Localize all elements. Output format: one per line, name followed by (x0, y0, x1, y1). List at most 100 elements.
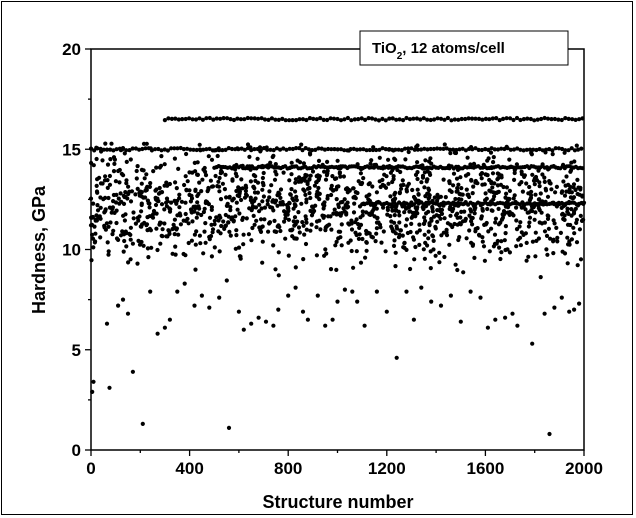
data-point-band (162, 147, 167, 152)
data-point-band (162, 118, 167, 123)
data-point (369, 234, 374, 239)
data-point (551, 237, 556, 242)
data-point (288, 192, 293, 197)
data-point-band (108, 147, 113, 152)
data-point-band (140, 146, 145, 152)
data-point (171, 222, 176, 227)
data-point (448, 151, 453, 156)
data-point (293, 180, 298, 185)
data-point (451, 206, 456, 212)
data-point (413, 244, 418, 250)
data-point (467, 228, 472, 233)
data-point-band (319, 146, 324, 151)
data-point-band (345, 148, 350, 153)
data-point-band (239, 146, 244, 151)
data-point-band (104, 147, 110, 152)
data-point (338, 174, 343, 179)
data-point (505, 197, 510, 202)
data-point-outlier (130, 369, 135, 374)
data-point-band (311, 116, 316, 121)
data-point (111, 169, 117, 174)
data-point (491, 160, 496, 165)
data-point (209, 157, 215, 162)
data-point (475, 181, 480, 186)
data-point (151, 212, 156, 217)
data-point-band (259, 116, 264, 121)
data-point (195, 200, 200, 205)
data-point (499, 175, 504, 180)
data-point (364, 210, 369, 215)
data-point (227, 194, 232, 199)
data-point (533, 230, 538, 235)
data-point (90, 236, 96, 241)
data-point-band (321, 117, 326, 122)
data-point-band (377, 147, 382, 152)
data-point-band (407, 117, 413, 122)
data-point (160, 227, 165, 232)
data-point (278, 195, 283, 200)
data-point-band (175, 146, 180, 151)
data-point (335, 158, 340, 163)
data-point (357, 232, 362, 237)
data-point (209, 222, 214, 227)
data-point (480, 206, 485, 211)
data-point (104, 221, 109, 226)
data-point (151, 169, 156, 174)
data-point (123, 229, 128, 234)
data-point (209, 207, 214, 212)
data-point (520, 189, 526, 194)
data-point (466, 172, 471, 177)
data-point (94, 156, 99, 162)
data-point (422, 232, 427, 237)
data-point (253, 205, 259, 210)
data-point (223, 172, 228, 177)
data-point (502, 211, 507, 216)
data-point-band (169, 146, 174, 151)
data-point (415, 176, 420, 182)
data-point-outlier (91, 379, 96, 384)
data-point (415, 160, 420, 165)
data-point (399, 186, 404, 191)
data-point (203, 173, 209, 178)
y-axis-title: Hardness, GPa (29, 185, 49, 314)
data-point-outlier (478, 295, 483, 300)
data-point-outlier (263, 319, 269, 324)
data-point (519, 169, 524, 174)
data-point (453, 262, 458, 267)
data-point (112, 161, 117, 166)
data-point (392, 238, 397, 243)
data-point (197, 142, 202, 147)
data-point (308, 228, 313, 233)
data-point-band (540, 148, 545, 153)
data-point-band (438, 146, 443, 151)
data-point (408, 266, 413, 272)
data-point (191, 204, 196, 209)
data-point (323, 177, 329, 182)
data-point (353, 230, 358, 235)
data-point (172, 198, 177, 203)
data-point-band (117, 146, 122, 151)
data-point (147, 205, 152, 210)
data-point (428, 156, 433, 161)
data-point-band (284, 147, 289, 152)
data-point (287, 201, 292, 206)
data-point (124, 159, 129, 164)
data-point-band (245, 146, 251, 151)
data-point (347, 222, 352, 227)
data-point (271, 208, 276, 213)
data-point (128, 225, 133, 230)
data-point (184, 188, 189, 193)
data-point (522, 174, 527, 179)
data-point (472, 255, 477, 260)
data-point (314, 253, 319, 258)
data-point-band (153, 147, 158, 152)
data-point (498, 256, 503, 262)
data-point-band (245, 115, 250, 121)
data-point (139, 201, 144, 206)
data-point-band (532, 118, 537, 123)
data-point (442, 254, 447, 260)
data-point (233, 214, 238, 219)
data-point (195, 211, 200, 216)
data-point-band (576, 147, 581, 152)
data-point (290, 234, 295, 239)
